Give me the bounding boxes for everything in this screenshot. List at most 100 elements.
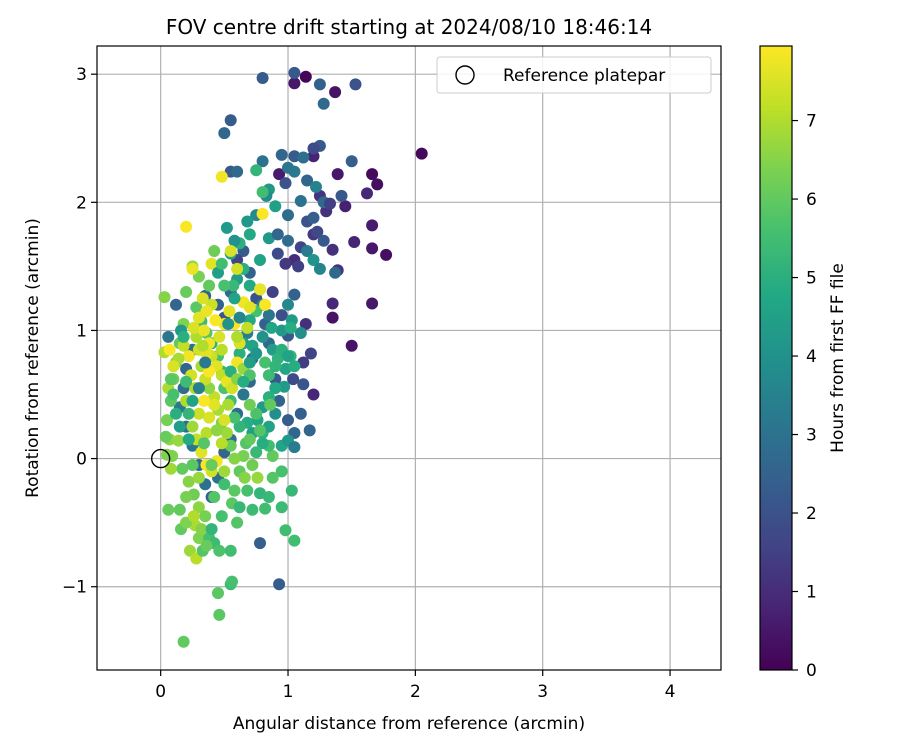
scatter-point: [158, 291, 171, 304]
colorbar-ticks: 0 1 2 3 4 5 6 7: [792, 112, 817, 681]
scatter-point: [215, 170, 228, 183]
x-tick-label: 4: [665, 682, 676, 702]
scatter-point: [186, 394, 199, 407]
scatter-point: [262, 369, 275, 382]
scatter-point: [172, 434, 185, 447]
scatter-point: [177, 330, 190, 343]
scatter-point: [275, 309, 288, 322]
y-axis-label: Rotation from reference (arcmin): [23, 218, 43, 498]
scatter-point: [186, 262, 199, 275]
scatter-point: [317, 97, 330, 110]
x-tick-label: 1: [283, 682, 294, 702]
scatter-point: [195, 446, 208, 459]
scatter-point: [243, 398, 256, 411]
scatter-point: [163, 343, 176, 356]
scatter-point: [256, 186, 269, 199]
scatter-point: [256, 155, 269, 168]
scatter-point: [195, 523, 208, 536]
scatter-point: [233, 347, 246, 360]
scatter-point: [380, 248, 393, 261]
scatter-point: [348, 236, 361, 248]
scatter-point: [243, 228, 256, 241]
scatter-point: [203, 279, 216, 292]
scatter-point: [187, 321, 200, 334]
scatter-point: [288, 77, 301, 90]
scatter-point: [200, 305, 213, 318]
scatter-point: [310, 180, 322, 193]
scatter-point: [361, 187, 373, 200]
x-axis-label: Angular distance from reference (arcmin): [233, 714, 585, 734]
scatter-point: [250, 164, 263, 177]
y-axis-ticks: −1 0 1 2 3: [62, 65, 97, 598]
scatter-point: [196, 292, 209, 305]
scatter-point: [254, 424, 266, 437]
scatter-point: [349, 78, 362, 91]
scatter-point: [161, 414, 173, 427]
scatter-point: [231, 165, 244, 178]
y-tick-label: 1: [76, 321, 87, 341]
scatter-point: [282, 234, 294, 247]
scatter-point: [192, 471, 205, 484]
scatter-point: [307, 388, 320, 401]
chart-title: FOV centre drift starting at 2024/08/10 …: [166, 15, 652, 39]
scatter-point: [317, 234, 330, 247]
scatter-point: [167, 360, 180, 373]
scatter-point: [224, 114, 237, 127]
y-tick-label: 2: [76, 193, 87, 213]
scatter-point: [205, 459, 218, 471]
scatter-point: [259, 298, 272, 311]
scatter-point: [282, 161, 294, 174]
y-tick-label: 3: [76, 65, 87, 85]
scatter-point: [241, 321, 254, 334]
scatter-point: [200, 427, 213, 439]
x-axis-ticks: 0 1 2 3 4: [155, 670, 675, 702]
scatter-point: [205, 523, 218, 536]
scatter-point: [203, 411, 216, 424]
scatter-point: [366, 242, 379, 255]
scatter-point: [218, 465, 231, 478]
scatter-point: [307, 254, 320, 266]
scatter-point: [345, 155, 358, 168]
scatter-point: [212, 266, 224, 279]
scatter-point: [208, 245, 221, 257]
scatter-point: [294, 407, 307, 420]
scatter-point: [307, 142, 320, 155]
scatter-point: [282, 298, 294, 311]
scatter-point: [278, 380, 291, 393]
scatter-point: [256, 72, 269, 84]
scatter-point: [222, 318, 235, 330]
scatter-point: [238, 471, 251, 484]
scatter-point: [228, 452, 241, 465]
scatter-point: [228, 234, 241, 247]
scatter-point: [254, 254, 266, 266]
scatter-point: [266, 471, 279, 484]
scatter-point: [213, 330, 226, 343]
scatter-point: [250, 347, 263, 360]
scatter-point: [329, 86, 342, 99]
scatter-point: [303, 424, 316, 437]
scatter-point: [233, 501, 246, 514]
scatter-point: [192, 407, 205, 420]
scatter-point: [198, 324, 210, 337]
scatter-point: [180, 220, 193, 233]
scatter-point: [199, 510, 212, 523]
scatter-point: [288, 150, 301, 163]
scatter-point: [273, 578, 286, 591]
scatter-point: [218, 414, 231, 427]
scatter-point: [199, 356, 212, 369]
scatter-point: [339, 200, 352, 213]
legend-box: [436, 56, 712, 94]
scatter-points: [158, 66, 428, 648]
scatter-point: [182, 407, 195, 420]
scatter-point: [220, 427, 233, 439]
scatter-point: [198, 437, 210, 450]
colorbar-tick-label: 2: [806, 504, 817, 524]
scatter-point: [250, 407, 263, 420]
scatter-point: [223, 305, 236, 318]
scatter-point: [246, 459, 259, 471]
scatter-point: [159, 430, 172, 443]
scatter-point: [231, 262, 244, 275]
scatter-point: [304, 347, 317, 360]
scatter-point: [288, 66, 301, 79]
